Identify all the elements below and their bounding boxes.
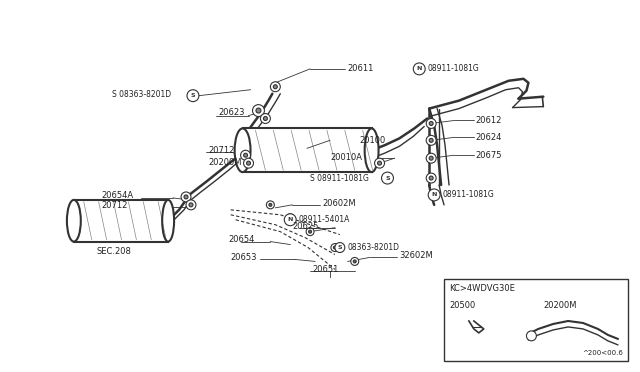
Text: S: S xyxy=(191,93,195,98)
Text: N: N xyxy=(417,66,422,71)
Circle shape xyxy=(308,230,312,233)
Circle shape xyxy=(246,161,250,165)
Circle shape xyxy=(351,257,358,265)
Text: 08911-1081G: 08911-1081G xyxy=(427,64,479,73)
Circle shape xyxy=(426,119,436,128)
Text: 20623: 20623 xyxy=(219,108,245,117)
Circle shape xyxy=(273,85,277,89)
Circle shape xyxy=(527,331,536,341)
Circle shape xyxy=(378,161,381,165)
Circle shape xyxy=(426,173,436,183)
Bar xyxy=(74,200,168,241)
Circle shape xyxy=(244,158,253,168)
Circle shape xyxy=(186,200,196,210)
Text: S: S xyxy=(385,176,390,180)
Circle shape xyxy=(426,135,436,145)
Text: 20500: 20500 xyxy=(449,301,476,310)
Circle shape xyxy=(335,243,345,253)
Text: SEC.208: SEC.208 xyxy=(97,247,132,256)
Circle shape xyxy=(426,153,436,163)
Text: 08363-8201D: 08363-8201D xyxy=(348,243,400,252)
Circle shape xyxy=(253,105,264,116)
Text: S: S xyxy=(337,245,342,250)
Circle shape xyxy=(381,172,394,184)
Ellipse shape xyxy=(67,200,81,241)
Circle shape xyxy=(260,113,270,124)
Circle shape xyxy=(353,260,356,263)
Bar xyxy=(444,279,628,361)
Circle shape xyxy=(429,138,433,142)
Circle shape xyxy=(428,189,440,201)
Ellipse shape xyxy=(365,128,378,172)
Circle shape xyxy=(286,214,294,222)
Circle shape xyxy=(244,153,248,157)
Text: 20712: 20712 xyxy=(209,146,236,155)
Circle shape xyxy=(306,228,314,235)
Text: 20100: 20100 xyxy=(360,136,386,145)
Circle shape xyxy=(181,192,191,202)
Circle shape xyxy=(429,156,433,160)
Text: 20602M: 20602M xyxy=(322,199,356,208)
Circle shape xyxy=(429,176,433,180)
Text: 20675: 20675 xyxy=(476,151,502,160)
Circle shape xyxy=(241,150,250,160)
Bar xyxy=(243,128,372,172)
Circle shape xyxy=(270,82,280,92)
Text: S 08911-1081G: S 08911-1081G xyxy=(310,174,369,183)
Text: 20200M: 20200M xyxy=(209,158,243,167)
Circle shape xyxy=(289,216,292,219)
Text: S 08363-8201D: S 08363-8201D xyxy=(111,90,171,99)
Circle shape xyxy=(269,203,272,206)
Text: KC>4WDVG30E: KC>4WDVG30E xyxy=(449,284,515,293)
Text: ^200<00.6: ^200<00.6 xyxy=(582,350,623,356)
Circle shape xyxy=(189,203,193,207)
Text: 20624: 20624 xyxy=(476,133,502,142)
Text: 20612: 20612 xyxy=(476,116,502,125)
Text: 32602M: 32602M xyxy=(399,251,433,260)
Text: 20653: 20653 xyxy=(230,253,257,262)
Circle shape xyxy=(187,90,199,102)
Text: 20200M: 20200M xyxy=(543,301,577,310)
Circle shape xyxy=(413,63,425,75)
Text: N: N xyxy=(287,217,293,222)
Circle shape xyxy=(256,108,261,113)
Text: 20625: 20625 xyxy=(292,222,319,231)
Text: 20654: 20654 xyxy=(228,235,255,244)
Text: 20010A: 20010A xyxy=(330,153,362,162)
Text: N: N xyxy=(431,192,437,198)
Ellipse shape xyxy=(162,200,174,241)
Circle shape xyxy=(374,158,385,168)
Text: 08911-1081G: 08911-1081G xyxy=(442,190,494,199)
Circle shape xyxy=(284,214,296,226)
Text: 20712: 20712 xyxy=(102,201,128,210)
Text: 08911-5401A: 08911-5401A xyxy=(298,215,349,224)
Circle shape xyxy=(429,122,433,125)
Text: 20654A: 20654A xyxy=(102,192,134,201)
Text: 20651: 20651 xyxy=(312,265,339,274)
Circle shape xyxy=(331,244,339,251)
Text: 20611: 20611 xyxy=(348,64,374,73)
Circle shape xyxy=(333,246,337,249)
Ellipse shape xyxy=(235,128,250,172)
Circle shape xyxy=(264,116,268,121)
Circle shape xyxy=(266,201,275,209)
Circle shape xyxy=(184,195,188,199)
